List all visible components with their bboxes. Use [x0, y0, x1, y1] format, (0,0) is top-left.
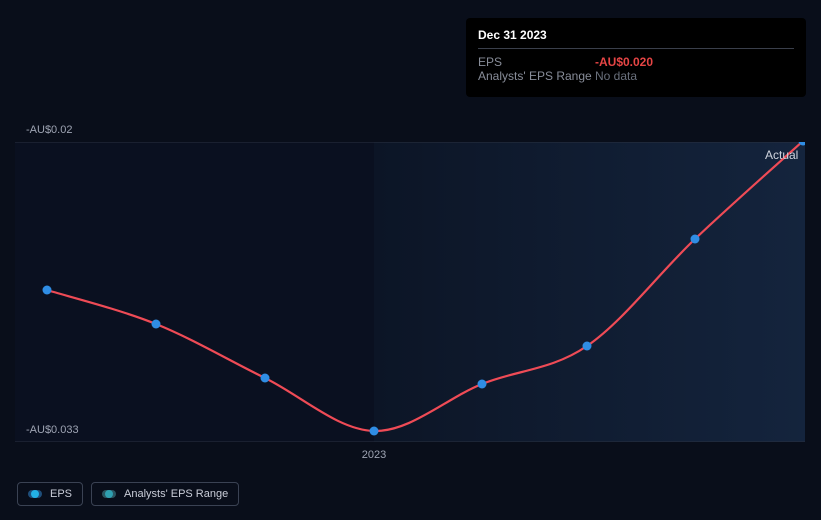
y-tick-0: -AU$0.02: [26, 124, 72, 136]
chart-tooltip: Dec 31 2023 EPS -AU$0.020 Analysts' EPS …: [466, 18, 806, 97]
tooltip-value-eps: -AU$0.020: [595, 55, 653, 69]
eps-marker[interactable]: [261, 374, 270, 383]
eps-marker[interactable]: [691, 235, 700, 244]
eps-marker[interactable]: [370, 427, 379, 436]
legend-item-eps[interactable]: EPS: [17, 482, 83, 506]
legend-swatch-eps: [28, 490, 42, 498]
legend-item-range[interactable]: Analysts' EPS Range: [91, 482, 239, 506]
tooltip-value-range: No data: [595, 69, 637, 83]
legend-label: Analysts' EPS Range: [124, 488, 228, 500]
tooltip-label: Analysts' EPS Range: [478, 69, 595, 83]
bg-left: [15, 142, 374, 442]
y-tick-1: -AU$0.033: [26, 424, 79, 436]
bg-right: [374, 142, 805, 442]
eps-marker[interactable]: [152, 320, 161, 329]
legend: EPS Analysts' EPS Range: [17, 482, 239, 506]
eps-marker[interactable]: [43, 286, 52, 295]
tooltip-date: Dec 31 2023: [478, 28, 794, 49]
eps-marker[interactable]: [478, 380, 487, 389]
plot-area: [15, 142, 805, 442]
tooltip-row-range: Analysts' EPS Range No data: [478, 69, 794, 83]
legend-label: EPS: [50, 488, 72, 500]
actual-region-label: Actual: [765, 148, 798, 162]
eps-chart: { "chart": { "type": "line", "background…: [0, 0, 821, 520]
legend-swatch-range: [102, 490, 116, 498]
eps-marker[interactable]: [583, 342, 592, 351]
tooltip-row-eps: EPS -AU$0.020: [478, 55, 794, 69]
tooltip-label: EPS: [478, 55, 595, 69]
x-tick-0: 2023: [362, 449, 386, 461]
